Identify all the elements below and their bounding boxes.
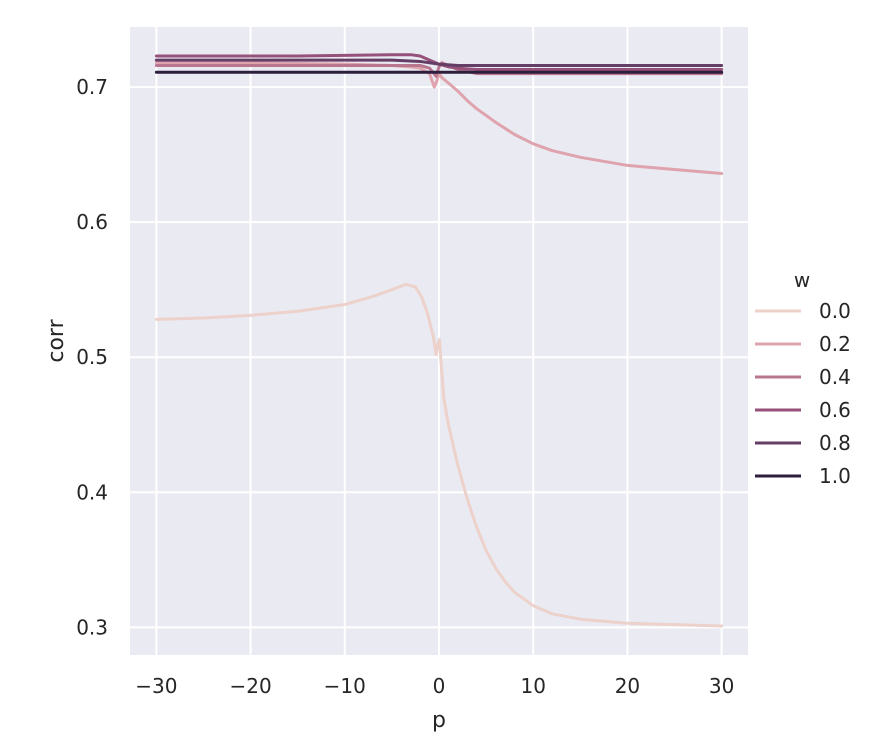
legend: w 0.0 0.2 0.4 0.6 0.8 1.0 (755, 268, 851, 488)
y-tick-label: 0.5 (76, 345, 108, 369)
legend-label: 0.2 (819, 332, 851, 356)
legend-label: 0.6 (819, 398, 851, 422)
y-tick-label: 0.6 (76, 210, 108, 234)
x-tick-label: 30 (709, 674, 734, 698)
legend-label: 0.8 (819, 431, 851, 455)
legend-label: 0.0 (819, 299, 851, 323)
series-line-0.0 (154, 282, 724, 628)
y-tick-label: 0.3 (76, 615, 108, 639)
x-tick-label: −30 (135, 674, 177, 698)
series-lines (154, 53, 724, 628)
grid (130, 27, 748, 655)
x-tick-label: −20 (229, 674, 271, 698)
y-axis-label: corr (44, 318, 69, 362)
legend-title: w (794, 268, 810, 292)
x-tick-label: 20 (615, 674, 640, 698)
x-axis-label: p (432, 708, 446, 733)
y-tick-label: 0.4 (76, 480, 108, 504)
series-line-0.8 (154, 58, 724, 67)
x-tick-label: 0 (433, 674, 446, 698)
y-axis: 0.3 0.4 0.5 0.6 0.7 (76, 75, 108, 639)
x-tick-label: −10 (324, 674, 366, 698)
legend-label: 0.4 (819, 365, 851, 389)
y-tick-label: 0.7 (76, 75, 108, 99)
legend-label: 1.0 (819, 464, 851, 488)
x-axis: −30 −20 −10 0 10 20 30 (135, 674, 734, 698)
x-tick-label: 10 (520, 674, 545, 698)
